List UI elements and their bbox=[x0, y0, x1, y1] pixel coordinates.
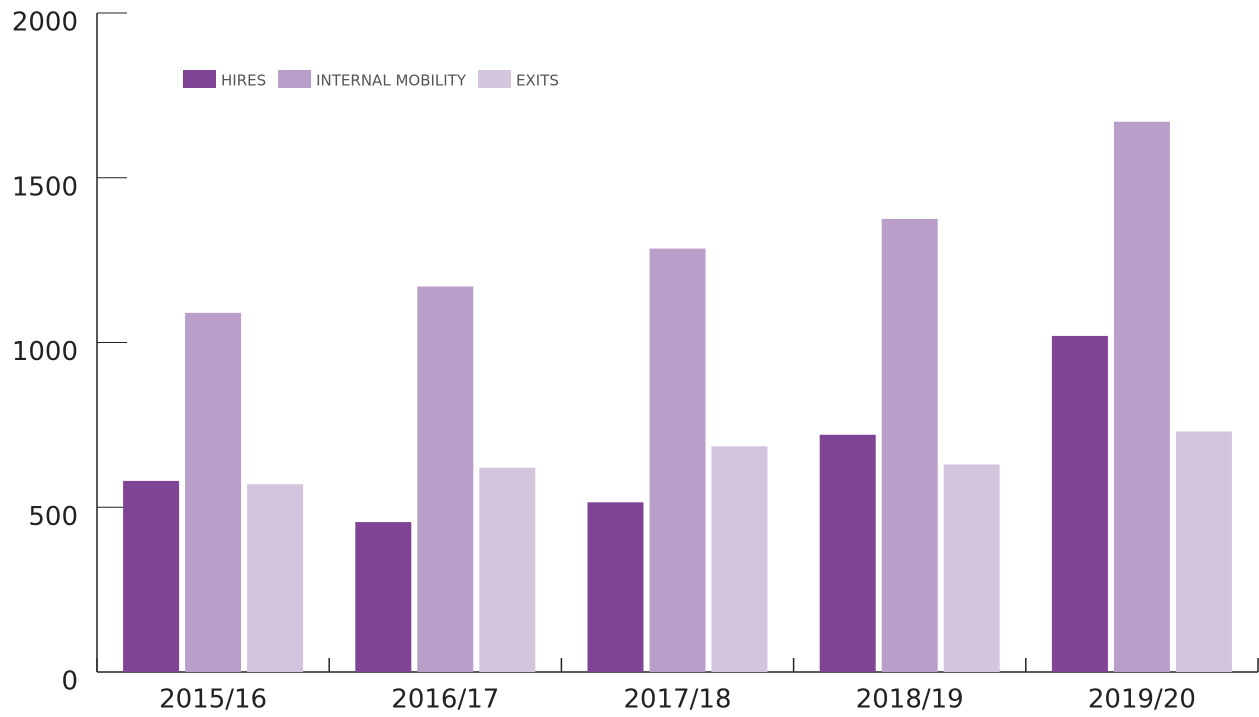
y-tick-label: 500 bbox=[28, 502, 78, 532]
bar bbox=[479, 467, 536, 672]
bar bbox=[1113, 121, 1170, 673]
y-tick-label: 1500 bbox=[12, 172, 78, 202]
bar bbox=[711, 446, 768, 672]
bar bbox=[587, 502, 644, 672]
y-tick-label: 1000 bbox=[12, 337, 78, 367]
x-tick-label: 2015/16 bbox=[159, 685, 267, 715]
y-tick-label: 0 bbox=[61, 667, 78, 697]
bar bbox=[1175, 431, 1232, 672]
bar bbox=[881, 218, 938, 672]
legend-label: INTERNAL MOBILITY bbox=[316, 72, 467, 90]
bar bbox=[417, 286, 474, 672]
bar bbox=[649, 248, 706, 672]
x-tick-label: 2017/18 bbox=[623, 685, 731, 715]
legend-swatch bbox=[478, 70, 512, 88]
bar bbox=[943, 464, 1000, 672]
legend-swatch bbox=[278, 70, 312, 88]
legend-swatch bbox=[183, 70, 216, 88]
bar bbox=[819, 434, 876, 672]
legend-label: HIRES bbox=[221, 72, 266, 90]
bar bbox=[355, 522, 412, 672]
y-tick-label: 2000 bbox=[12, 8, 78, 38]
x-tick-label: 2019/20 bbox=[1088, 685, 1196, 715]
legend-label: EXITS bbox=[516, 72, 559, 90]
x-tick-label: 2016/17 bbox=[391, 685, 499, 715]
bar bbox=[123, 480, 180, 672]
bar bbox=[1051, 335, 1108, 672]
x-tick-label: 2018/19 bbox=[856, 685, 964, 715]
bar bbox=[247, 484, 304, 672]
bar bbox=[185, 312, 242, 672]
